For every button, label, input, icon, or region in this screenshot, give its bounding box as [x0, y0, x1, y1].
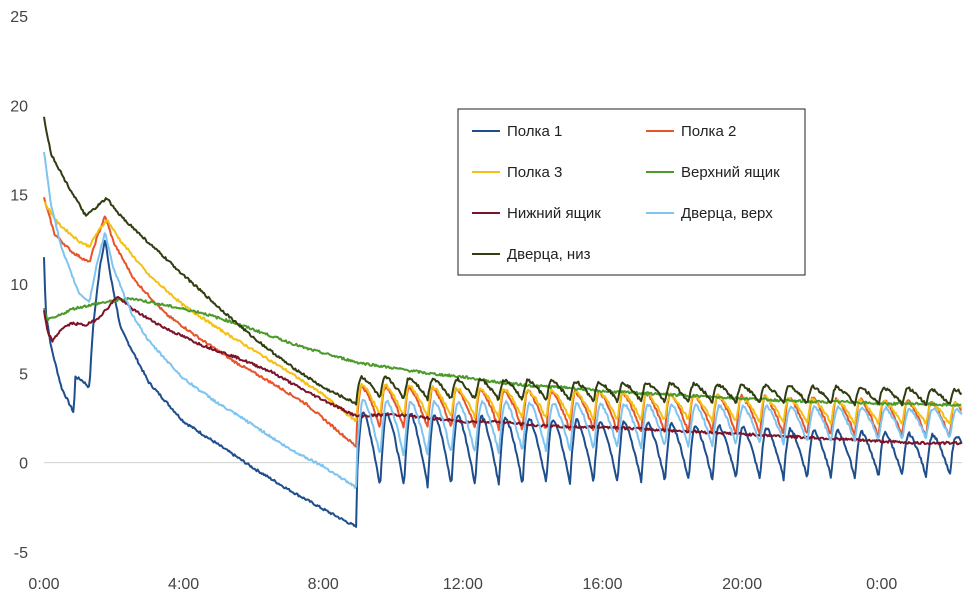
y-tick-label: 10: [10, 277, 28, 294]
legend-label: Дверца, низ: [507, 246, 591, 263]
x-tick-label: 16:00: [582, 576, 622, 593]
x-tick-label: 20:00: [722, 576, 762, 593]
legend-item: Дверца, верх: [646, 205, 773, 222]
y-tick-label: 5: [19, 366, 28, 383]
legend-label: Дверца, верх: [681, 205, 773, 222]
legend-item: Полка 2: [646, 123, 736, 140]
legend: Полка 1 Полка 2 Полка 3 Верхний ящик Ниж…: [457, 108, 806, 276]
legend-box: [457, 108, 806, 276]
x-tick-label: 0:00: [866, 576, 897, 593]
y-tick-label: 20: [10, 98, 28, 115]
legend-item: Полка 3: [472, 164, 562, 181]
series-line: [43, 151, 963, 489]
y-tick-label: 0: [19, 456, 28, 473]
legend-item: Полка 1: [472, 123, 562, 140]
legend-label: Полка 3: [507, 164, 562, 181]
x-tick-label: 0:00: [28, 576, 59, 593]
x-tick-label: 12:00: [443, 576, 483, 593]
legend-item: Нижний ящик: [472, 205, 601, 222]
legend-label: Полка 2: [681, 123, 736, 140]
legend-item: Дверца, низ: [472, 246, 591, 263]
legend-item: Верхний ящик: [646, 164, 780, 181]
y-tick-label: 15: [10, 188, 28, 205]
legend-label: Полка 1: [507, 123, 562, 140]
y-tick-label: -5: [14, 545, 28, 562]
legend-label: Верхний ящик: [681, 164, 780, 181]
x-tick-label: 4:00: [168, 576, 199, 593]
series-lines: [43, 116, 963, 528]
axes: -5 0 5 10 15 20 25 0:00 4:00 8:00 12:00 16:00 20:00 0…: [10, 9, 962, 593]
x-tick-label: 8:00: [308, 576, 339, 593]
legend-label: Нижний ящик: [507, 205, 601, 222]
series-line: [43, 116, 963, 407]
series-line: [43, 239, 963, 528]
series-line: [43, 201, 963, 427]
y-tick-label: 25: [10, 9, 28, 26]
